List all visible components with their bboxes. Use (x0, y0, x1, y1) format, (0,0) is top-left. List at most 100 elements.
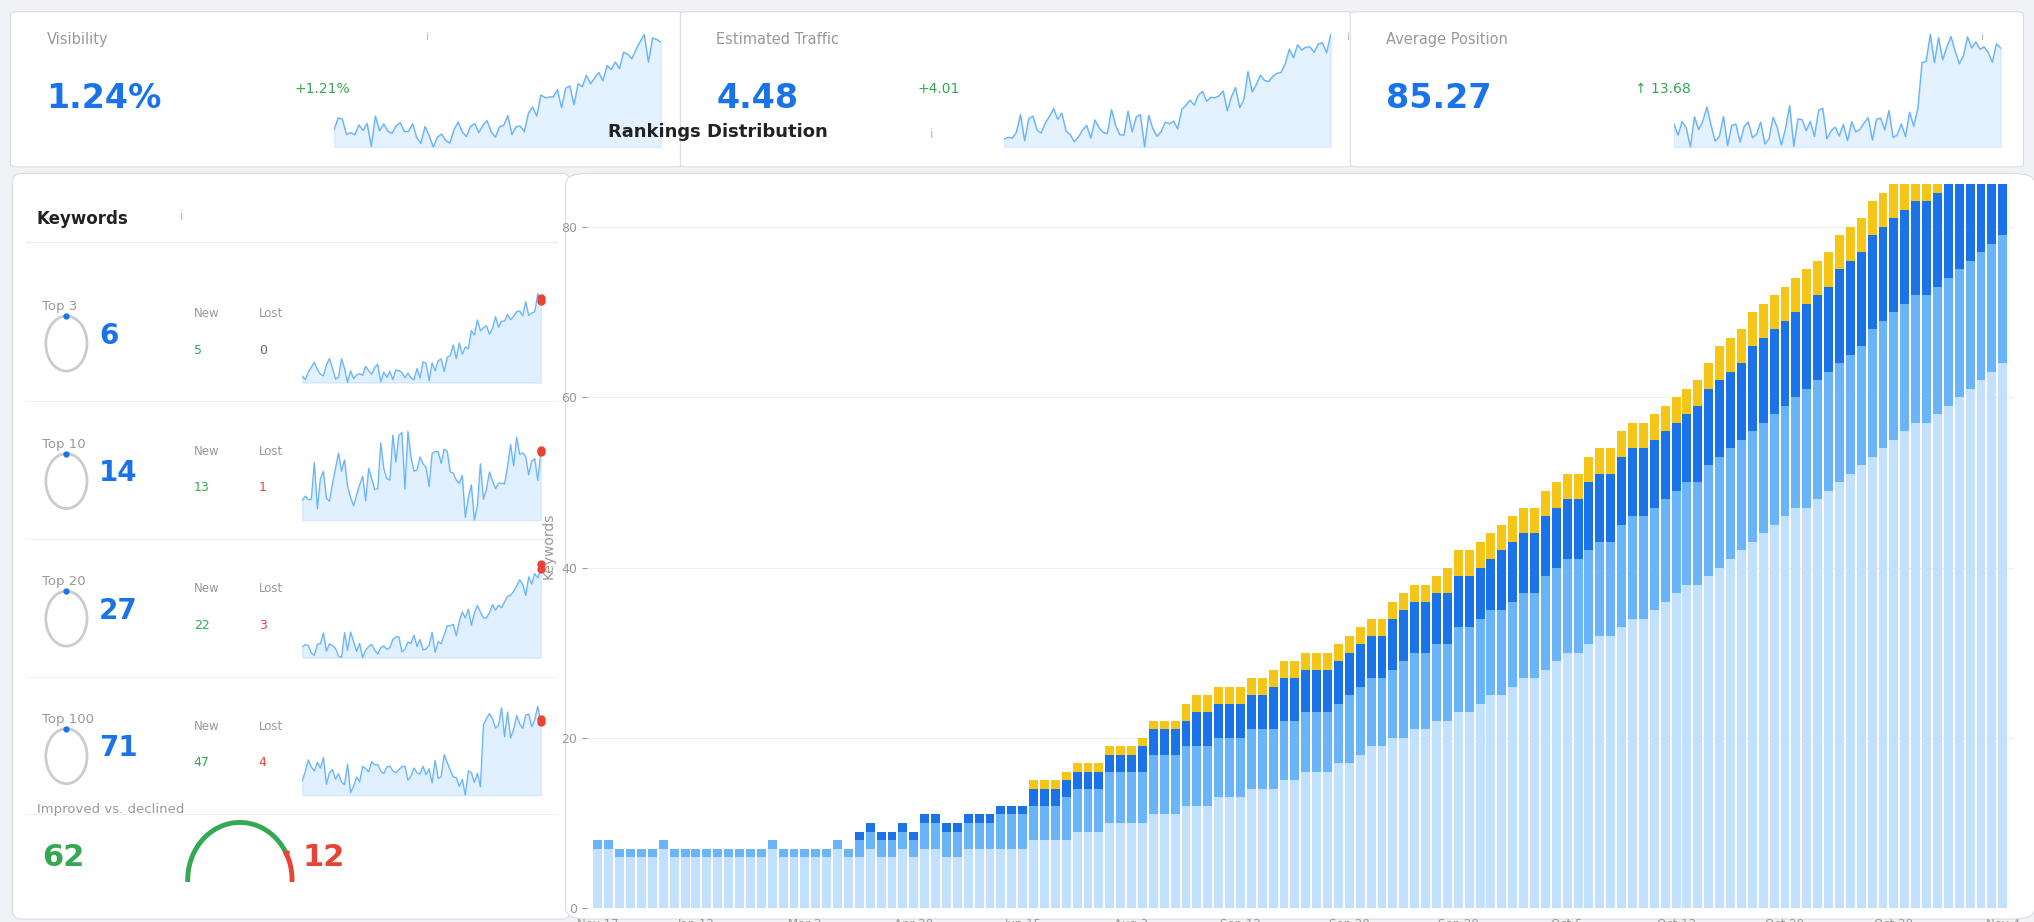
Text: Top 20: Top 20 (43, 575, 85, 588)
Bar (1334, 644, 1342, 661)
Bar (1257, 695, 1267, 729)
Bar (1694, 406, 1702, 482)
Bar (1997, 108, 2008, 142)
Bar (1965, 261, 1975, 389)
Bar (1204, 747, 1212, 806)
Bar (1727, 372, 1735, 448)
Text: Top 100: Top 100 (43, 713, 94, 726)
Bar (1442, 721, 1452, 908)
Bar (1432, 593, 1440, 644)
Bar (1094, 763, 1102, 772)
Bar (1149, 814, 1157, 908)
FancyBboxPatch shape (12, 173, 572, 919)
Bar (1052, 789, 1060, 806)
Bar (1464, 627, 1473, 713)
Bar (1737, 329, 1745, 363)
Bar (1890, 440, 1898, 908)
Bar (1312, 653, 1322, 669)
Bar (1007, 814, 1017, 848)
Bar (1879, 448, 1888, 908)
Bar (1497, 525, 1507, 550)
Bar (1172, 729, 1180, 755)
Bar (1650, 414, 1660, 440)
Bar (734, 848, 744, 857)
Bar (1694, 585, 1702, 908)
Bar (1509, 601, 1517, 687)
Bar (1780, 406, 1790, 516)
Text: Rankings Distribution: Rankings Distribution (608, 123, 828, 141)
Bar (1857, 466, 1865, 908)
Text: Lost: Lost (258, 307, 283, 320)
Bar (1334, 703, 1342, 763)
Bar (1497, 550, 1507, 610)
Bar (1932, 287, 1942, 414)
Bar (1072, 772, 1082, 789)
Text: New: New (193, 445, 220, 458)
Bar (1290, 780, 1300, 908)
Bar (1682, 482, 1692, 585)
Text: 4: 4 (258, 756, 266, 769)
Bar (1922, 423, 1930, 908)
Bar (1072, 763, 1082, 772)
Bar (789, 848, 799, 857)
Bar (1945, 406, 1953, 908)
Bar (1104, 755, 1115, 772)
Bar (1367, 679, 1375, 747)
Bar (1584, 456, 1593, 482)
Bar (1052, 780, 1060, 789)
Bar (1824, 491, 1833, 908)
Bar (1172, 755, 1180, 814)
Bar (1149, 721, 1157, 729)
Bar (1399, 593, 1408, 610)
Bar (1987, 150, 1995, 244)
Bar (1237, 687, 1245, 703)
Bar (1997, 142, 2008, 235)
Bar (854, 857, 864, 908)
Bar (1552, 508, 1560, 568)
Bar (1237, 738, 1245, 798)
Bar (637, 848, 647, 857)
Bar (1214, 703, 1222, 738)
Bar (1072, 832, 1082, 908)
Bar (1792, 508, 1800, 908)
Bar (1422, 585, 1430, 601)
Bar (1759, 303, 1768, 337)
Bar (1117, 823, 1125, 908)
Bar (1945, 150, 1953, 184)
Bar (1007, 848, 1017, 908)
Bar (1987, 244, 1995, 372)
Bar (1747, 542, 1757, 908)
Bar (1812, 500, 1822, 908)
Bar (1247, 729, 1255, 789)
Bar (1824, 253, 1833, 287)
Bar (1519, 679, 1528, 908)
Text: 6: 6 (100, 322, 118, 349)
Bar (1584, 644, 1593, 908)
Bar (1159, 729, 1170, 755)
Bar (1302, 713, 1310, 772)
Bar (604, 840, 614, 848)
Bar (757, 857, 765, 908)
Bar (1214, 798, 1222, 908)
Bar (942, 857, 952, 908)
Bar (1029, 789, 1037, 806)
Bar (1182, 721, 1190, 747)
Bar (594, 848, 602, 908)
Bar (997, 848, 1005, 908)
Bar (877, 857, 885, 908)
Bar (986, 823, 995, 848)
Bar (1595, 635, 1605, 908)
Bar (1094, 832, 1102, 908)
Bar (1770, 295, 1778, 329)
Bar (1932, 193, 1942, 287)
Bar (1932, 159, 1942, 193)
Bar (1530, 508, 1540, 534)
Bar (1552, 661, 1560, 908)
Bar (1542, 491, 1550, 516)
Bar (1704, 466, 1713, 576)
Bar (1727, 559, 1735, 908)
Bar (1759, 337, 1768, 423)
Bar (1192, 713, 1202, 747)
Bar (1639, 423, 1648, 448)
Bar (1780, 287, 1790, 321)
